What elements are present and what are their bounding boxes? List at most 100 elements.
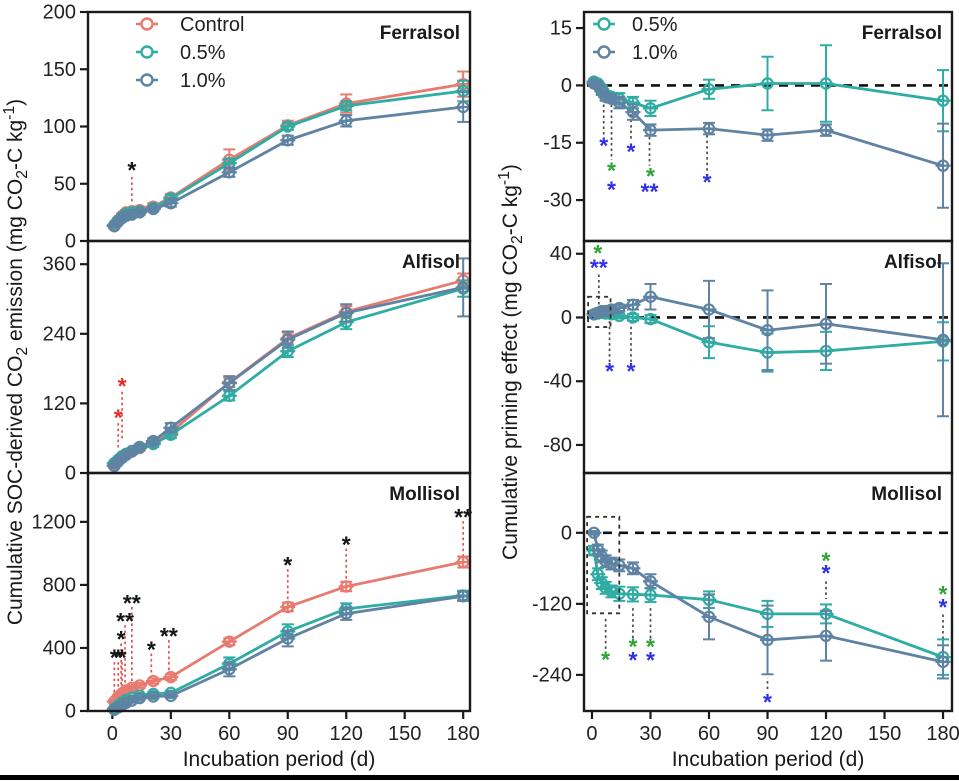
data-point [164,197,178,210]
legend-marker [597,17,611,31]
y-tick-label: 40 [550,243,572,265]
data-point [340,114,353,127]
legend-label: 0.5% [632,14,678,36]
significance-mark: * [605,358,614,384]
y-tick-label: 15 [550,18,572,40]
data-point [702,122,716,135]
data-point [281,120,294,133]
series-Control [106,555,471,708]
y-tick-label: 800 [43,574,76,596]
data-point [819,317,833,331]
bottom-border-line [0,775,959,780]
significance-mark: * [118,373,127,399]
y-tick-label: -15 [543,132,572,154]
y-tick-label: 0 [65,701,76,723]
y-tick-label: -120 [532,593,572,615]
significance-mark: * [627,358,636,384]
significance-mark: * [628,633,637,659]
y-tick-label: 0 [65,463,76,485]
data-point [164,689,178,703]
data-point [761,324,774,337]
data-point [281,134,294,147]
y-axis-title: Cumulative priming effect (mg CO2-C kg-1… [496,164,526,560]
data-point [819,77,833,90]
y-tick-label: 400 [43,637,76,659]
series-line [592,532,944,664]
x-tick-label: 180 [446,723,479,745]
x-axis-col-0: 0 30 60 90 120 150 180 Cumulative SOC-derived C… [1,99,480,745]
data-point [702,303,716,316]
y-tick-label: -40 [543,371,572,393]
x-tick-label: 150 [388,723,421,745]
series-1_0pct [106,590,471,716]
x-axis-title-left: Incubation period (d) [183,748,376,771]
data-point [125,694,139,707]
data-point [599,304,612,318]
data-point [223,663,236,676]
y-tick-label: -240 [532,664,572,686]
significance-mark: * [822,547,831,573]
y-tick-label: 0 [561,307,572,329]
data-point [936,94,950,107]
data-point [133,691,146,705]
legend-marker [140,17,154,31]
legend-marker [597,45,611,59]
data-point [936,159,950,172]
data-point [644,123,657,137]
data-point [599,90,612,104]
panel-border [86,471,472,713]
data-point [644,312,657,326]
data-point [456,281,470,294]
x-axis-col-1: 0 30 60 90 120 150 180 Cumulative priming effec… [496,164,959,745]
data-point [605,303,618,316]
data-point [626,562,640,575]
significance-mark: * [114,405,123,431]
data-point [626,588,640,601]
data-point [761,77,774,90]
significance-mark: * [147,636,156,662]
y-tick-label: 1200 [32,511,77,533]
x-tick-label: 150 [868,723,901,745]
y-tick-label: 240 [43,323,76,345]
x-tick-label: 180 [926,723,959,745]
data-point [340,580,353,593]
y-tick-label: 100 [43,116,76,138]
significance-mark: * [763,689,772,715]
panel-title: Alfisol [402,252,460,273]
data-point [147,202,160,216]
panel-title: Ferralsol [862,23,942,44]
y-tick-label: 50 [54,173,76,195]
data-point [626,105,640,119]
data-point [119,696,133,710]
data-point [281,333,294,346]
x-axis-title-right: Incubation period (d) [672,748,865,771]
panel-ferralsol-emission: * 0 50 100 150 200 Ferralsol Control 0.5% 1.0% [43,2,472,253]
data-point [644,575,657,588]
highlight-box [586,515,621,615]
data-point [644,588,657,602]
significance-mark: * [593,240,602,266]
data-point [605,585,618,598]
significance-mark: ** [123,590,141,616]
legend: 0.5% 1.0% [593,14,678,64]
panel-title: Ferralsol [380,23,460,44]
series-1_0pct [586,77,951,209]
significance-mark: * [283,552,292,578]
significance-mark: * [118,645,127,671]
significance-mark: * [939,581,948,607]
data-point [340,99,353,113]
data-point [605,557,618,570]
data-point [456,100,470,114]
data-point [936,333,950,346]
x-tick-label: 60 [218,723,240,745]
significance-mark: * [646,163,655,189]
significance-mark: * [127,157,136,183]
significance-mark: ** [454,504,472,530]
y-tick-label: 120 [43,393,76,415]
data-point [147,690,160,703]
